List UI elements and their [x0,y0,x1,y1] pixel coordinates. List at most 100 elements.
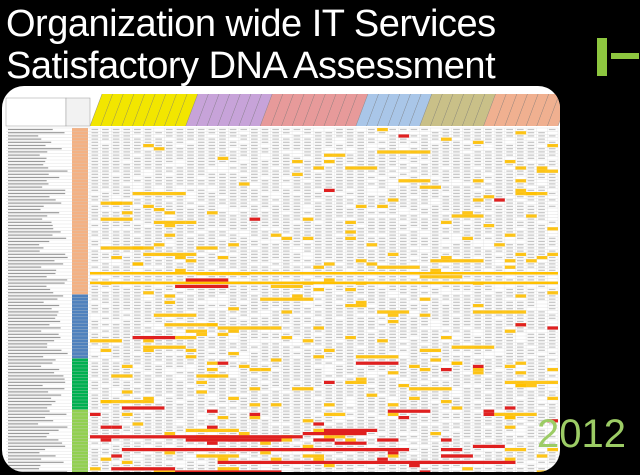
cell-text-mark [506,404,513,406]
cell-text-mark [208,288,216,291]
cell-text-mark [410,160,418,163]
cell-text-mark [506,324,513,326]
cell-text-mark [112,317,120,319]
cell-text-mark [474,224,482,227]
cell-text-mark [431,157,439,159]
cell-text-mark [314,231,322,233]
row-name-mark [8,253,66,255]
cell-text-mark [144,311,152,313]
cell-text-mark [197,170,205,172]
cell-text-mark [197,410,205,412]
cell-text-mark [548,269,556,271]
cell-text-mark [123,455,131,457]
cell-text-mark [229,391,237,393]
row-name-mark [8,285,47,287]
cell-text-mark [463,128,471,131]
cell-text-mark [240,375,248,377]
cell-text-mark [219,359,226,361]
cell-text-mark [527,410,535,412]
cell-text-mark [506,340,513,342]
cell-text-mark [208,304,216,307]
cell-text-mark [485,368,492,371]
cell-text-mark [516,151,524,153]
cell-text-mark [240,192,248,195]
cell-text-mark [123,458,131,460]
cell-text-mark [389,324,396,326]
cell-text-mark [91,375,99,377]
cell-text-mark [463,199,471,201]
cell-text-mark [155,298,162,300]
cell-text-mark [208,253,216,255]
cell-text-mark [399,471,407,472]
cell-text-mark [251,221,258,223]
cell-text-mark [399,407,407,409]
cell-text-mark [208,151,216,153]
cell-text-mark [91,253,99,255]
cell-text-mark [527,208,535,211]
cell-text-mark [123,279,131,281]
cell-text-mark [527,324,535,326]
cell-text-mark [240,400,248,403]
cell-text-mark [112,240,120,243]
cell-text-mark [378,301,386,303]
cell-text-mark [197,144,205,147]
cell-text-mark [229,157,237,159]
cell-text-mark [112,141,120,143]
cell-text-mark [378,196,386,198]
cell-text-mark [293,237,301,239]
cell-text-mark [112,276,120,278]
cell-text-mark [389,269,396,271]
cell-text-mark [229,356,237,358]
cell-text-mark [463,218,471,220]
cell-text-mark [538,349,545,351]
cell-text-mark [399,327,407,329]
cell-text-mark [112,157,120,159]
cell-text-mark [506,202,513,204]
cell-text-mark [123,301,131,303]
cell-text-mark [442,381,450,383]
cell-text-mark [399,224,407,227]
cell-text-mark [506,176,513,179]
cell-text-mark [399,324,407,326]
cell-text-mark [304,183,311,185]
cell-text-mark [421,304,428,307]
cell-text-mark [357,327,365,329]
cell-text-mark [474,375,482,377]
cell-text-mark [336,276,343,278]
cell-text-mark [155,381,162,383]
cell-text-mark [187,189,194,191]
cell-text-mark [102,205,109,207]
cell-text-mark [357,471,365,472]
cell-text-mark [325,468,333,470]
cell-text-mark [293,199,301,201]
cell-text-mark [410,202,418,204]
cell-text-mark [378,426,386,428]
cell-text-mark [272,247,279,249]
highlight-cell-red [111,425,122,429]
highlight-cell-yellow [536,454,548,458]
cell-text-mark [421,224,428,227]
cell-text-mark [506,208,513,211]
cell-text-mark [346,215,354,217]
cell-text-mark [389,317,396,319]
cell-text-mark [495,276,503,278]
cell-text-mark [282,180,290,182]
cell-text-mark [410,362,418,364]
highlight-cell-red [207,441,218,445]
highlight-cell-yellow [260,441,271,445]
cell-text-mark [261,138,269,140]
cell-text-mark [219,391,226,393]
cell-text-mark [516,183,524,185]
cell-text-mark [336,295,343,297]
cell-text-mark [261,218,269,220]
cell-text-mark [325,304,333,307]
cell-text-mark [293,362,301,364]
header-divider [270,93,284,127]
cell-text-mark [112,356,120,358]
header-divider [132,93,145,127]
cell-text-mark [176,183,184,185]
assessment-spreadsheet-image [2,86,560,472]
cell-text-mark [495,215,503,217]
cell-text-mark [112,416,120,419]
cell-text-mark [325,346,333,348]
